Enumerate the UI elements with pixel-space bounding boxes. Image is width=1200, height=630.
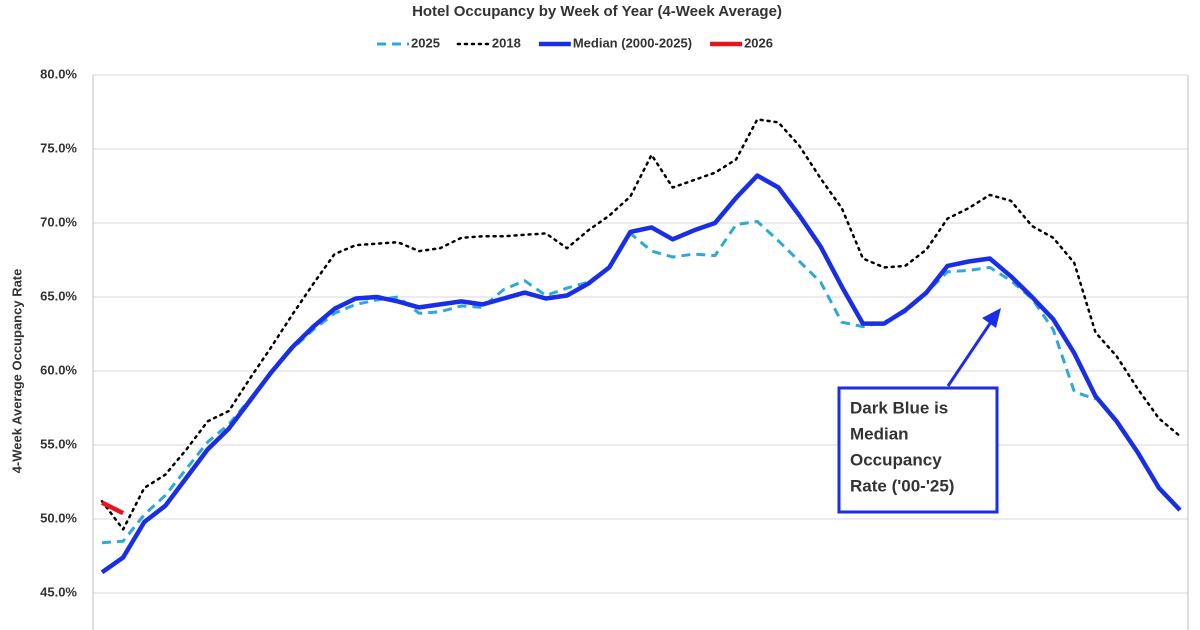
y-axis-label: 4-Week Average Occupancy Rate — [9, 269, 24, 474]
legend-item: Median (2000-2025) — [538, 35, 692, 50]
series-line — [100, 118, 1182, 531]
y-tick-label: 45.0% — [40, 584, 77, 599]
legend-label: 2018 — [492, 35, 521, 50]
series-line — [100, 173, 1182, 575]
legend-item: 2025 — [377, 35, 440, 50]
annotation-text: Dark Blue is — [850, 398, 948, 417]
annotation-text: Median — [850, 424, 909, 443]
legend-label: Median (2000-2025) — [573, 35, 692, 50]
series-line — [101, 500, 125, 516]
annotation-text: Occupancy — [850, 450, 942, 469]
y-tick-label: 55.0% — [40, 436, 77, 451]
y-tick-label: 65.0% — [40, 288, 77, 303]
y-tick-label: 50.0% — [40, 510, 77, 525]
legend-item: 2026 — [710, 35, 773, 50]
y-tick-label: 60.0% — [40, 362, 77, 377]
annotation-arrowhead — [982, 308, 1001, 328]
legend-label: 2025 — [411, 35, 440, 50]
annotation-text: Rate ('00-'25) — [850, 476, 954, 495]
legend-label: 2026 — [744, 35, 773, 50]
legend-item: 2018 — [456, 35, 521, 50]
chart-title: Hotel Occupancy by Week of Year (4-Week … — [412, 3, 782, 20]
annotation-box — [837, 386, 999, 514]
y-tick-label: 70.0% — [40, 214, 77, 229]
y-tick-label: 75.0% — [40, 140, 77, 155]
y-tick-label: 80.0% — [40, 66, 77, 81]
annotation-arrow — [946, 321, 993, 387]
